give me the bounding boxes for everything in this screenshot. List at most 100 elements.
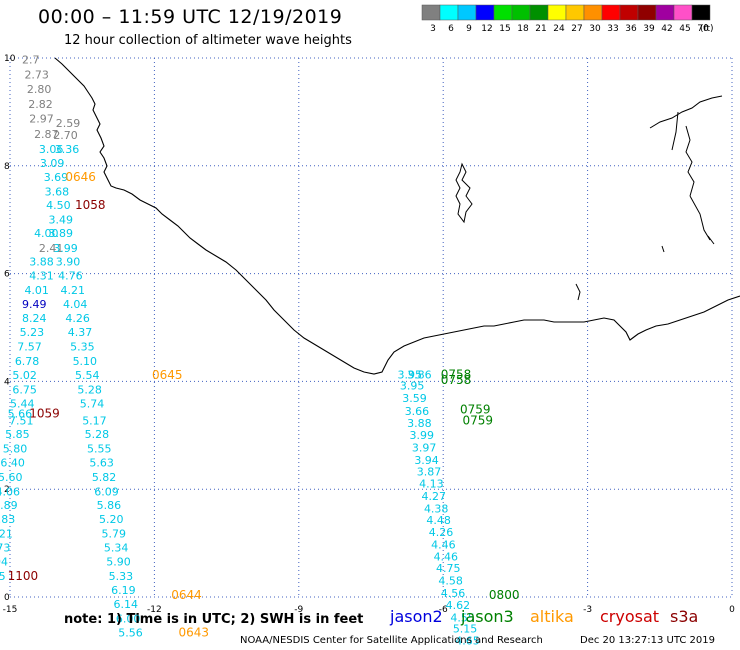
wave-height-label: 6.09: [94, 486, 119, 499]
satellite-legend-s3a: s3a: [670, 607, 699, 626]
wave-height-label: 5.15: [453, 623, 478, 636]
wave-height-label: 3.97: [412, 441, 437, 454]
wave-height-label: 6.89: [0, 499, 18, 512]
wave-height-label: 5.35: [70, 341, 95, 354]
legend-swatch: [691, 4, 711, 21]
wave-height-label: 3.69: [44, 171, 68, 184]
wave-height-label: 2.82: [28, 98, 52, 111]
pass-time-label: 0645: [152, 368, 183, 382]
pass-time-label: 1059: [29, 407, 60, 421]
legend-swatch: [493, 4, 513, 21]
legend-unit: (ft): [700, 24, 714, 34]
legend-tick-label: 30: [589, 24, 601, 34]
satellite-legend-altika: altika: [530, 607, 574, 626]
legend-swatch: [511, 4, 531, 21]
map-subtitle: 12 hour collection of altimeter wave hei…: [64, 33, 352, 48]
wave-height-label: 7.21: [0, 528, 13, 541]
wave-height-label: 3.59: [402, 392, 427, 405]
pass-time-label: 0644: [171, 588, 202, 602]
wave-height-label: 4.21: [61, 284, 86, 297]
wave-height-label: 5.82: [92, 471, 117, 484]
legend-swatch: [655, 4, 675, 21]
wave-height-label: 5.80: [3, 443, 28, 456]
wave-height-label: 4.37: [68, 326, 93, 339]
wave-height-label: 6.78: [15, 355, 39, 368]
legend-tick-label: 12: [481, 24, 492, 34]
wave-height-label: 2.73: [24, 68, 49, 81]
wave-height-label: 3.36: [55, 143, 80, 156]
lake-outline: [455, 162, 473, 224]
legend-swatch: [565, 4, 585, 21]
wave-height-label: 8.24: [22, 312, 47, 325]
wave-height-label: 3.94: [414, 454, 439, 467]
legend-tick-label: 18: [517, 24, 529, 34]
pass-time-label: 0646: [65, 170, 96, 184]
lat-lon-grid: -15 -12 -9 -6 -3 0 0 2 4 6 8 10: [3, 54, 735, 615]
x-tick-label: -9: [294, 605, 303, 615]
wave-height-label: 3.68: [45, 185, 70, 198]
wave-height-label: 5.85: [5, 428, 30, 441]
legend-tick-label: 24: [553, 24, 565, 34]
x-tick-label: -3: [583, 605, 592, 615]
wave-height-label: 2.70: [53, 129, 78, 142]
satellite-legend-jason3: jason3: [461, 607, 514, 626]
pass-time-label: 0759: [462, 414, 493, 428]
wave-height-label: 5.86: [97, 499, 122, 512]
wave-height-label: 5.66: [8, 408, 33, 421]
legend-swatch: [457, 4, 477, 21]
y-tick-label: 10: [4, 54, 16, 64]
wave-height-label: 4.38: [424, 502, 449, 515]
credit-line: NOAA/NESDIS Center for Satellite Applica…: [240, 635, 543, 646]
wave-height-label: 4.26: [429, 526, 454, 539]
x-tick-label: -6: [439, 605, 448, 615]
legend-swatch: [421, 4, 441, 21]
wave-height-label: 6.19: [111, 584, 136, 597]
wave-height-label: 6.14: [113, 598, 138, 611]
wave-height-label: 2.59: [56, 117, 81, 130]
wave-height-label: 4.04: [63, 298, 88, 311]
wave-height-label: 4.13: [419, 478, 444, 491]
legend-swatch: [637, 4, 657, 21]
wave-height-label: 3.95: [400, 379, 425, 392]
wave-height-label: 5.94: [0, 556, 8, 569]
legend-tick-label: 9: [466, 24, 472, 34]
wave-height-label: 5.74: [80, 397, 105, 410]
wave-height-label: 4.50: [46, 199, 71, 212]
satellite-legend-cryosat: cryosat: [600, 607, 660, 626]
footer-note: note: 1) Time is in UTC; 2) SWH is in fe…: [64, 612, 364, 627]
wave-height-label: 5.02: [12, 369, 37, 382]
wave-height-label: 4.00: [34, 227, 59, 240]
legend-swatch: [547, 4, 567, 21]
legend-tick-label: 33: [607, 24, 618, 34]
wave-height-label: 6.65: [0, 570, 6, 583]
y-tick-label: 2: [4, 485, 10, 495]
pass-time-label: 1100: [8, 569, 39, 583]
wave-height-label: 3.09: [40, 157, 65, 170]
wave-height-label: 4.01: [24, 284, 49, 297]
legend-tick-label: 6: [448, 24, 454, 34]
west-africa-coastline: [54, 57, 740, 375]
wave-height-label: 7.83: [0, 513, 15, 526]
wave-height-label: 5.60: [0, 471, 22, 484]
wave-height-label: 7.51: [9, 415, 34, 428]
legend-tick-label: 3: [430, 24, 436, 34]
wave-height-label: 5.28: [85, 428, 110, 441]
wave-height-label: 3.49: [49, 213, 74, 226]
wave-height-label: 5.56: [118, 626, 143, 639]
wave-height-label: 4.48: [426, 514, 451, 527]
wave-height-label: 4.76: [58, 270, 82, 283]
y-tick-label: 6: [4, 270, 10, 280]
wave-height-label: 4.55: [450, 611, 475, 624]
x-tick-label: -15: [3, 605, 18, 615]
wave-height-label: 4.75: [436, 562, 461, 575]
wave-height-label: 5.34: [104, 542, 129, 555]
wave-height-labels: 2.72.732.802.822.97 2.592.872.703.063.363…: [0, 53, 480, 647]
x-tick-label: 0: [729, 605, 735, 615]
wave-height-label: 3.99: [410, 429, 435, 442]
wave-height-label: 3.06: [39, 143, 64, 156]
wave-height-label: 6.00: [116, 612, 141, 625]
wave-height-label: 5.79: [101, 528, 126, 541]
wave-height-label: 5.28: [77, 383, 102, 396]
legend-swatch: [583, 4, 603, 21]
